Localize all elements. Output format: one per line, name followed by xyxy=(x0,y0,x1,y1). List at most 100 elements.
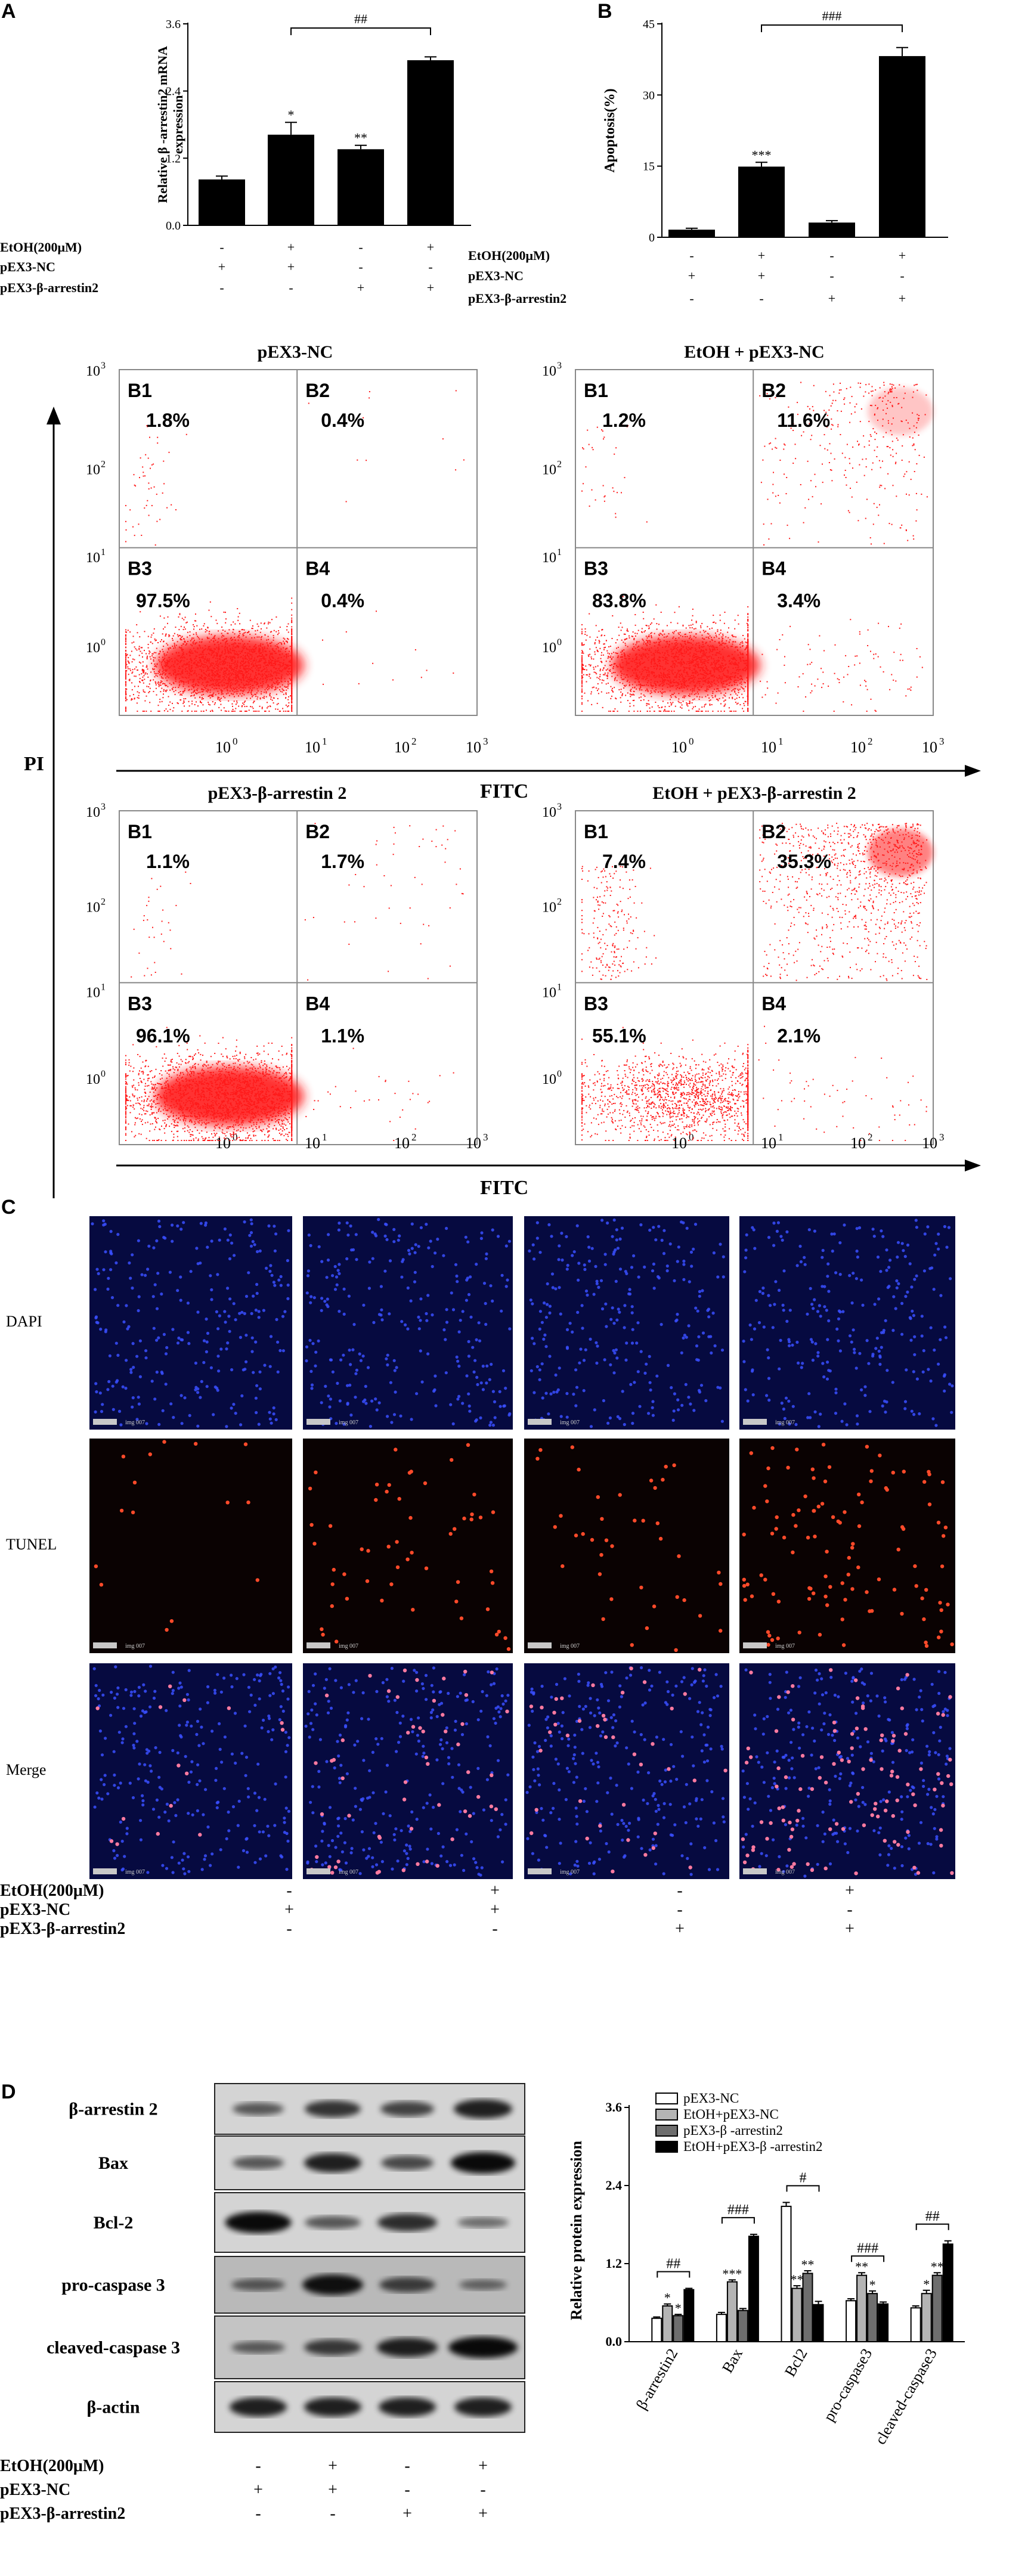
flow-dot xyxy=(162,666,163,667)
flow-dot xyxy=(696,661,697,662)
flow-dot xyxy=(278,630,279,631)
flow-dot xyxy=(201,702,202,703)
flow-dot xyxy=(259,653,260,654)
flow-dot xyxy=(244,706,246,707)
flow-dot xyxy=(233,632,234,633)
flow-dot xyxy=(707,626,708,627)
flow-dot xyxy=(218,671,219,672)
flow-dot xyxy=(265,689,266,690)
flow-dot xyxy=(227,686,228,687)
flow-dot xyxy=(195,685,196,686)
flow-dot xyxy=(227,693,228,694)
flow-dot xyxy=(251,658,252,659)
flow-dot xyxy=(690,689,691,690)
flow-dot xyxy=(686,680,687,681)
flow-dot xyxy=(879,486,880,488)
flow-dot xyxy=(131,698,132,699)
flow-dot xyxy=(218,646,219,647)
flow-dot xyxy=(241,656,242,658)
flow-dot xyxy=(218,693,219,694)
flow-dot xyxy=(291,673,292,674)
flow-dot xyxy=(708,638,710,639)
flow-dot xyxy=(257,699,258,700)
flow-dot xyxy=(682,653,683,654)
flow-dot xyxy=(742,643,743,644)
flow-quad-value-0-2: 97.5% xyxy=(136,590,190,612)
flow-dot xyxy=(892,441,893,442)
flow-dot xyxy=(702,670,704,671)
flow-dot xyxy=(196,711,197,712)
flow-dot xyxy=(606,693,608,694)
flow-dot xyxy=(915,449,916,450)
flow-dot xyxy=(280,642,281,643)
flow-dot xyxy=(227,683,228,684)
flow-dot xyxy=(255,650,256,652)
flow-dot xyxy=(246,672,247,673)
flow-dot xyxy=(244,630,245,631)
flow-dot xyxy=(703,638,704,640)
flow-dot xyxy=(178,687,179,688)
flow-dot xyxy=(159,519,160,520)
flow-dot xyxy=(233,674,234,675)
flow-dot xyxy=(674,677,676,678)
flow-dot xyxy=(224,638,225,640)
flow-dot xyxy=(640,656,642,657)
flow-dot xyxy=(891,386,893,388)
flow-dot xyxy=(249,681,250,683)
flow-dot xyxy=(125,696,126,698)
flow-dot xyxy=(291,639,292,640)
flow-dot xyxy=(646,678,648,679)
flow-dot xyxy=(654,683,655,684)
flow-dot xyxy=(160,691,161,692)
panel-a-sig-2: ** xyxy=(354,131,367,145)
flow-dot xyxy=(217,661,218,662)
flow-dot xyxy=(125,659,126,661)
flow-dot xyxy=(202,679,203,680)
flow-dot xyxy=(593,667,594,668)
flow-dot xyxy=(667,652,668,653)
flow-dot xyxy=(617,492,618,493)
flow-dot xyxy=(277,644,278,645)
flow-dot xyxy=(286,665,287,667)
flow-dot xyxy=(175,694,176,695)
flow-dot xyxy=(829,443,831,444)
flow-dot xyxy=(605,647,606,648)
flow-dot xyxy=(584,693,586,694)
flow-dot xyxy=(206,654,207,655)
flow-dot xyxy=(248,668,249,669)
flow-dot xyxy=(131,682,132,683)
flow-dot xyxy=(237,667,238,668)
flow-dot xyxy=(612,688,613,689)
flow-dot xyxy=(709,682,710,683)
flow-dot xyxy=(163,646,164,647)
flow-dot xyxy=(692,690,693,691)
flow-dot xyxy=(884,488,886,489)
flow-dot xyxy=(652,688,653,689)
flow-dot xyxy=(233,687,234,689)
flow-dot xyxy=(170,709,171,710)
flow-dot xyxy=(221,633,222,634)
flow-dot xyxy=(686,652,687,653)
flow-dot xyxy=(725,693,726,694)
flow-dot xyxy=(908,422,909,423)
flow-dot xyxy=(664,668,665,669)
flow-dot xyxy=(233,679,234,680)
flow-dot xyxy=(680,648,682,649)
flow-dot xyxy=(218,638,219,639)
flow-dot xyxy=(249,677,250,678)
flow-dot xyxy=(906,471,907,472)
flow-dot xyxy=(134,686,135,687)
flow-dot xyxy=(291,653,292,654)
flow-dot xyxy=(291,629,292,630)
flow-dot xyxy=(688,661,689,662)
flow-dot xyxy=(710,665,711,666)
flow-dot xyxy=(209,641,210,643)
flow-dot xyxy=(274,698,275,699)
flow-dot xyxy=(811,435,812,436)
flow-dot xyxy=(225,641,227,643)
flow-dot xyxy=(241,679,242,680)
flow-dot xyxy=(723,665,724,667)
flow-dot xyxy=(125,706,126,708)
flow-dot xyxy=(634,691,635,692)
flow-dot xyxy=(161,639,162,640)
